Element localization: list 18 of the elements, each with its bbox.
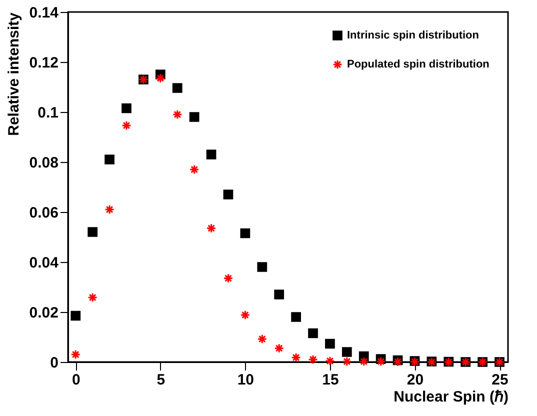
y-axis-title: Relative intensity [5,12,22,136]
y-tick-label: 0.02 [29,304,58,322]
y-tick-label: 0.12 [29,54,58,72]
y-tick-label: 0.14 [29,4,60,22]
y-tick-label: 0.1 [38,104,58,122]
x-tick-label: 5 [156,372,166,388]
x-tick-label: 25 [492,372,508,388]
y-tick-label: 0.08 [29,154,58,172]
x-tick-label: 10 [237,372,254,388]
x-tick-label: 20 [406,372,424,388]
legend-label: Populated spin distribution [347,58,490,70]
x-tick-label: 0 [72,372,80,388]
x-tick-label: 15 [322,372,339,388]
x-axis-title: Nuclear Spin (ℏ) [394,388,508,406]
legend-label: Intrinsic spin distribution [347,30,480,42]
y-tick-label: 0.06 [29,204,58,222]
y-tick-label: 0 [50,354,58,372]
y-tick-label: 0.04 [29,254,60,272]
